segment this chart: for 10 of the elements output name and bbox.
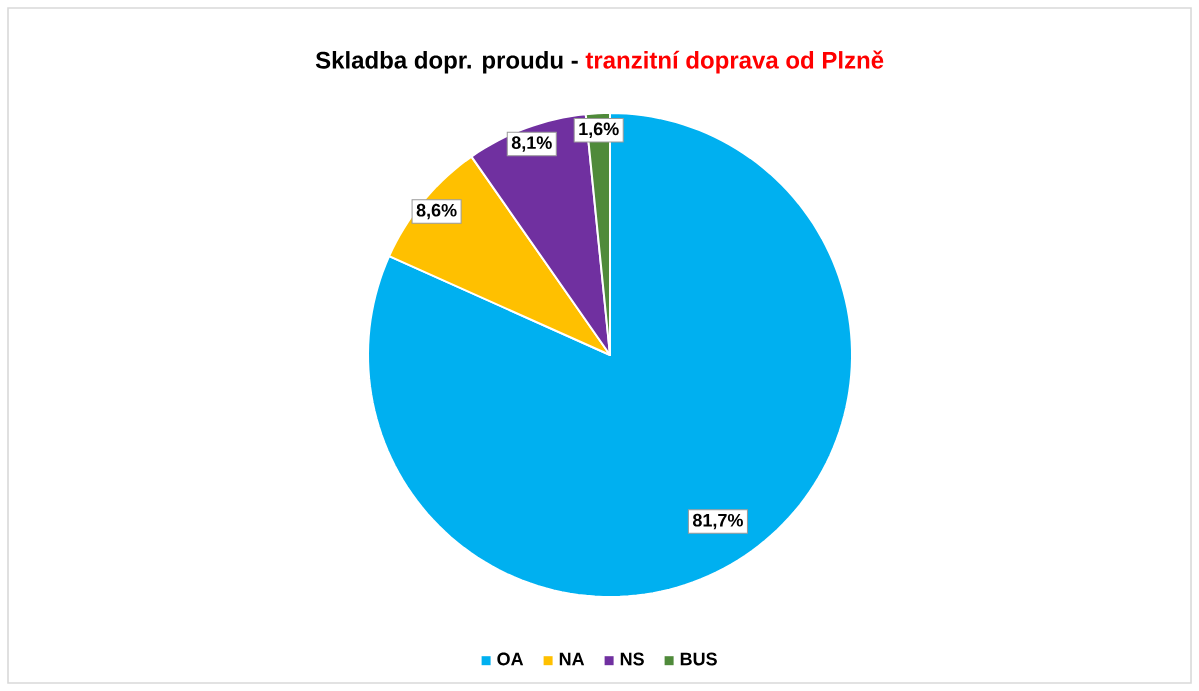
chart-subtitle: tranzitní doprava od Plzně (585, 50, 884, 74)
chart-title: Skladba dopr. proudu - (315, 51, 578, 74)
data-label: 8,6% (416, 203, 457, 220)
data-label: 8,1% (511, 136, 552, 152)
legend-label: OA (497, 652, 524, 666)
legend-label: BUS (680, 652, 717, 666)
legend-label: NS (620, 652, 644, 666)
legend-label: NA (559, 652, 585, 666)
data-label: 81,7% (692, 513, 743, 530)
data-label: 1,6% (579, 122, 619, 138)
